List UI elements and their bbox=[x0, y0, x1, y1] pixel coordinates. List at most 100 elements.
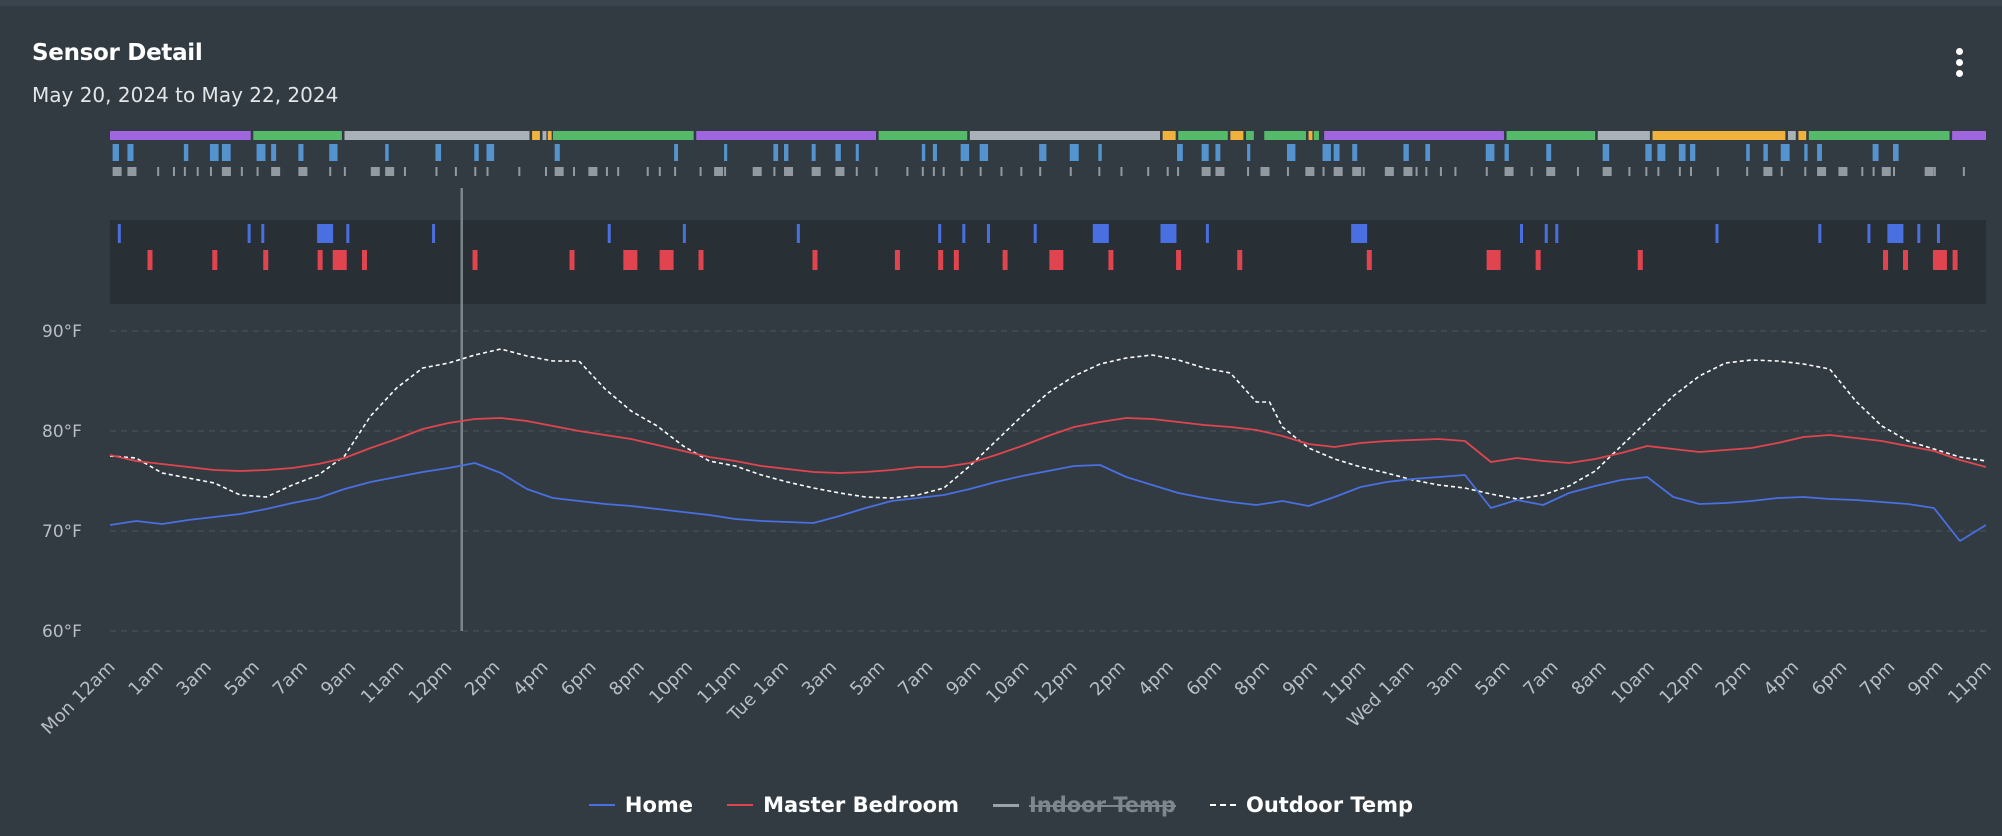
master-bedroom-swatch-icon bbox=[727, 804, 754, 806]
activity-mark bbox=[724, 144, 728, 161]
activity-mark bbox=[855, 144, 859, 161]
motion-mark-blue bbox=[1160, 224, 1177, 243]
status-segment bbox=[552, 131, 694, 140]
motion-mark-blue bbox=[962, 224, 966, 243]
more-options-icon[interactable] bbox=[1950, 44, 1970, 80]
activity-mark bbox=[256, 144, 266, 161]
activity-mark bbox=[1333, 144, 1340, 161]
motion-mark-blue bbox=[1351, 224, 1368, 243]
activity-mark bbox=[196, 167, 199, 176]
activity-mark bbox=[1690, 167, 1693, 176]
x-tick-label: 10pm bbox=[645, 657, 697, 709]
motion-mark-blue bbox=[247, 224, 251, 243]
legend-indoor-temp[interactable]: Indoor Temp bbox=[992, 793, 1176, 817]
activity-mark bbox=[329, 144, 338, 161]
x-tick-label: 4pm bbox=[1134, 657, 1177, 700]
activity-mark bbox=[658, 167, 661, 176]
x-tick-label: 5am bbox=[221, 657, 264, 700]
activity-mark bbox=[979, 144, 989, 161]
home-swatch-icon bbox=[588, 804, 615, 806]
status-segment bbox=[547, 131, 552, 140]
status-segment bbox=[1597, 131, 1650, 140]
activity-mark bbox=[646, 167, 649, 176]
activity-mark bbox=[1403, 144, 1409, 161]
activity-mark bbox=[1403, 167, 1413, 176]
activity-mark bbox=[1504, 167, 1514, 176]
status-segment bbox=[542, 131, 547, 140]
motion-mark-red bbox=[147, 250, 153, 270]
status-segment bbox=[1230, 131, 1244, 140]
activity-mark bbox=[960, 167, 963, 176]
activity-mark bbox=[1817, 167, 1827, 176]
activity-mark bbox=[403, 167, 406, 176]
x-tick-label: 4pm bbox=[1760, 657, 1803, 700]
activity-mark bbox=[474, 144, 479, 161]
activity-mark bbox=[1352, 144, 1358, 161]
x-tick-label: 11pm bbox=[1944, 657, 1996, 709]
status-segment bbox=[1178, 131, 1228, 140]
activity-mark bbox=[329, 167, 332, 176]
legend-outdoor-temp[interactable]: Outdoor Temp bbox=[1209, 793, 1413, 817]
activity-mark bbox=[784, 167, 794, 176]
legend-home[interactable]: Home bbox=[588, 793, 694, 817]
motion-mark-blue bbox=[1715, 224, 1719, 243]
activity-mark bbox=[1020, 167, 1023, 176]
activity-mark bbox=[1933, 167, 1936, 176]
motion-mark-blue bbox=[682, 224, 686, 243]
status-segment bbox=[1506, 131, 1596, 140]
activity-mark bbox=[544, 167, 547, 176]
motion-mark-blue bbox=[1887, 224, 1904, 243]
activity-mark bbox=[1260, 167, 1270, 176]
activity-mark bbox=[183, 167, 186, 176]
activity-mark bbox=[932, 144, 937, 161]
activity-mark bbox=[1804, 167, 1807, 176]
activity-mark bbox=[554, 167, 564, 176]
activity-mark bbox=[1924, 167, 1934, 176]
motion-mark-red bbox=[953, 250, 959, 270]
motion-mark-blue bbox=[1033, 224, 1037, 243]
activity-mark bbox=[1425, 144, 1431, 161]
status-segment bbox=[878, 131, 968, 140]
activity-mark bbox=[1147, 167, 1150, 176]
activity-mark bbox=[1039, 167, 1042, 176]
x-tick-label: 10am bbox=[982, 657, 1033, 708]
activity-mark bbox=[1763, 167, 1773, 176]
activity-mark bbox=[1602, 144, 1610, 161]
activity-mark bbox=[554, 144, 560, 161]
activity-mark bbox=[1425, 167, 1428, 176]
motion-mark-blue bbox=[1917, 224, 1921, 243]
activity-mark bbox=[773, 144, 779, 161]
activity-mark bbox=[157, 167, 160, 176]
legend-master-bedroom[interactable]: Master Bedroom bbox=[727, 793, 959, 817]
motion-mark-red bbox=[212, 250, 218, 270]
status-segment bbox=[1324, 131, 1504, 140]
activity-mark bbox=[932, 167, 935, 176]
status-segment bbox=[1313, 131, 1319, 140]
activity-mark bbox=[209, 144, 219, 161]
motion-mark-blue bbox=[796, 224, 800, 243]
x-tick-label: 8pm bbox=[1231, 657, 1274, 700]
activity-mark bbox=[1247, 144, 1251, 161]
activity-mark bbox=[1177, 167, 1180, 176]
status-segment bbox=[1952, 131, 1986, 140]
activity-mark bbox=[942, 167, 945, 176]
activity-mark bbox=[1716, 167, 1719, 176]
activity-mark bbox=[518, 167, 521, 176]
motion-mark-red bbox=[894, 250, 900, 270]
motion-mark-red bbox=[472, 250, 478, 270]
activity-mark bbox=[435, 144, 442, 161]
motion-mark-red bbox=[1108, 250, 1114, 270]
motion-mark-red bbox=[938, 250, 944, 270]
x-tick-label: 7am bbox=[894, 657, 937, 700]
status-segment bbox=[1787, 131, 1796, 140]
status-segment bbox=[1162, 131, 1176, 140]
motion-mark-blue bbox=[1544, 224, 1548, 243]
legend-home-label: Home bbox=[624, 793, 694, 817]
motion-mark-red bbox=[1903, 250, 1909, 270]
activity-mark bbox=[1546, 167, 1556, 176]
x-tick-label: 10am bbox=[1608, 657, 1659, 708]
activity-mark bbox=[240, 167, 243, 176]
activity-mark bbox=[486, 144, 495, 161]
motion-mark-blue bbox=[261, 224, 265, 243]
